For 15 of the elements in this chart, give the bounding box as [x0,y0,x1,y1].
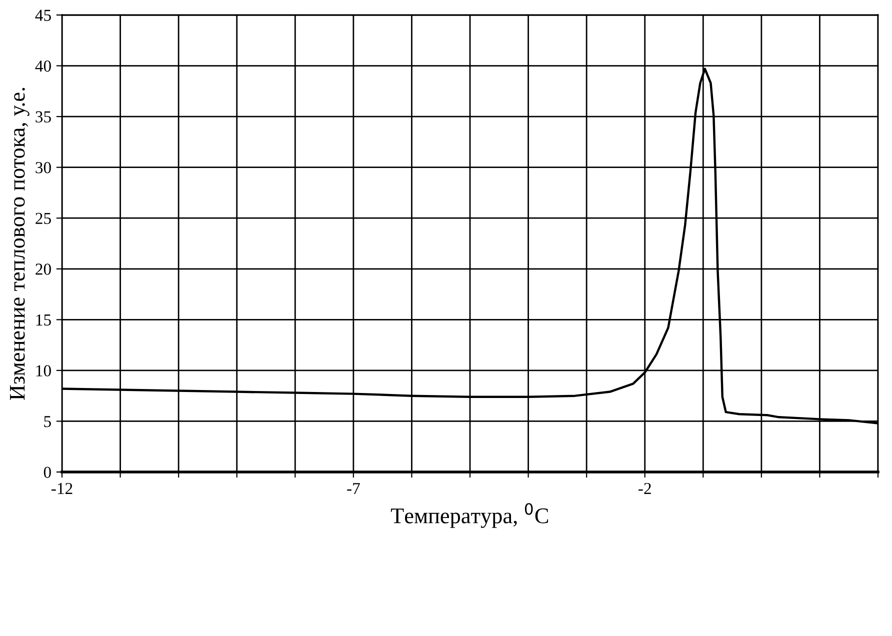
y-tick-label: 15 [36,314,51,326]
y-tick-label: 45 [35,10,51,21]
x-axis-title: Температура, $^{0}$C [390,503,548,528]
y-tick-label: 5 [44,416,51,428]
y-axis-title: Изменение теплового потока, у.е. [10,88,30,400]
x-tick-label: -2 [638,482,651,494]
y-tick-label: 25 [36,212,51,224]
x-tick-label: -12 [52,482,72,494]
x-tick-label: -7 [347,483,360,494]
y-tick-label: 10 [36,365,51,376]
y-tick-label: 20 [36,264,51,275]
y-tick-label: 0 [44,466,51,478]
y-tick-label: 35 [36,111,51,122]
y-tick-label: 40 [35,60,51,72]
y-tick-label: 30 [36,162,51,174]
